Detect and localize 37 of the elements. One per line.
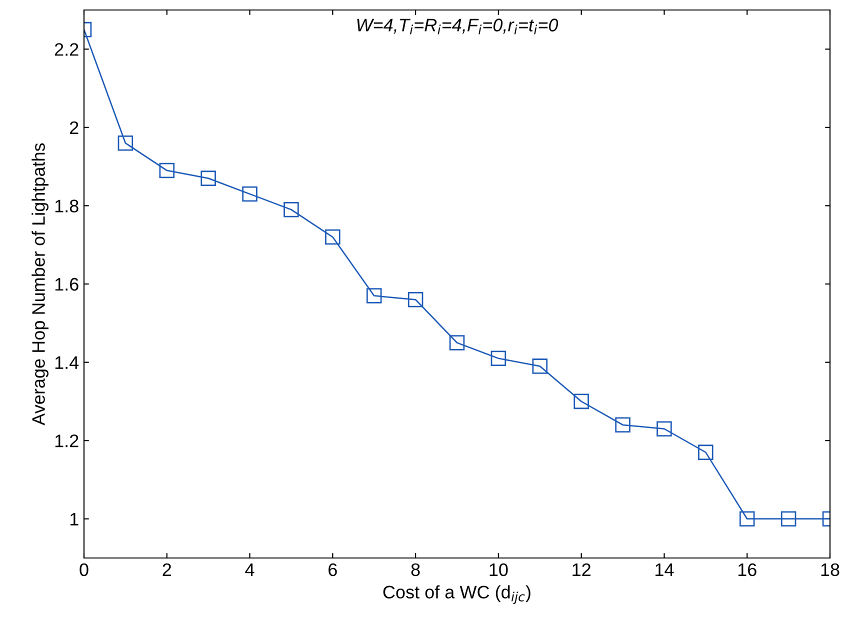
x-tick-label: 6: [328, 563, 337, 576]
point: [408, 292, 424, 308]
x-tick-label: 18: [821, 563, 840, 576]
y-axis-title: Average Hop Number of Lightpaths: [32, 143, 48, 426]
point: [284, 202, 299, 218]
y-tick-label: 1.4: [55, 356, 79, 369]
chart-title: W=4,T$_{i}$=R$_{i}$=4,F$_{i}$=0,r$_{i}$=t$_{i}$=0: [357, 18, 558, 34]
point: [449, 335, 465, 350]
y-tick-label: 1.2: [55, 434, 78, 448]
point: [366, 288, 382, 304]
x-tick-label: 12: [572, 563, 590, 576]
point: [490, 350, 506, 366]
point: [200, 170, 216, 186]
x-tick-label: 10: [490, 563, 508, 576]
x-tick-label: 2: [162, 563, 172, 576]
y-tick-label: 2.2: [54, 43, 78, 56]
x-tick-label: 0: [80, 563, 88, 576]
point: [780, 511, 796, 526]
y-tick-label: 1.8: [55, 200, 78, 212]
y-tick-label: 1.6: [55, 278, 78, 291]
point: [532, 358, 548, 374]
point: [656, 421, 672, 436]
x-tick-label: 4: [245, 564, 254, 576]
point: [118, 135, 134, 151]
point: [325, 229, 340, 245]
point: [159, 162, 175, 178]
y-tick-label: 1: [70, 512, 78, 526]
x-tick-label: 16: [738, 563, 756, 576]
point: [739, 511, 755, 526]
point: [698, 444, 714, 460]
x-axis-title: Cost of a WC (d$_{ijc}$): [383, 585, 530, 604]
x-tick-label: 8: [411, 563, 420, 576]
x-tick-label: 14: [656, 564, 674, 576]
y-tick-label: 2: [70, 121, 78, 134]
point: [574, 394, 589, 410]
point: [615, 417, 630, 433]
point: [242, 186, 258, 202]
